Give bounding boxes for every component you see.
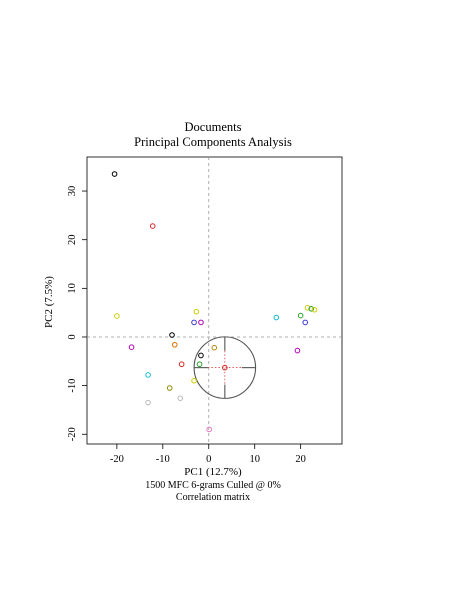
data-point (191, 319, 197, 326)
x-tick-label: -10 (156, 454, 170, 465)
data-point (178, 361, 185, 368)
x-tick-label: -20 (110, 454, 124, 465)
data-point (308, 305, 315, 312)
data-point (128, 344, 135, 350)
data-point (198, 319, 204, 326)
caption-line-1: 1500 MFC 6-grams Culled @ 0% (145, 480, 281, 491)
data-point (273, 314, 280, 321)
data-point (145, 399, 151, 406)
data-point (145, 372, 151, 378)
axes: -20 -10 0 10 20 -20 -10 0 10 20 30 (67, 156, 343, 465)
data-point (311, 306, 318, 313)
chart-title: Documents (185, 120, 242, 134)
y-tick-label: 0 (67, 334, 78, 339)
data-point (149, 223, 156, 229)
data-point (171, 341, 178, 348)
highlight-circle (193, 336, 257, 399)
x-tick-label: 0 (206, 454, 211, 465)
data-point (302, 319, 309, 326)
data-point (169, 332, 175, 338)
data-point (177, 395, 184, 402)
data-point (222, 364, 228, 371)
y-axis-label: PC2 (7.5%) (43, 276, 55, 328)
caption-line-2: Correlation matrix (176, 492, 250, 503)
data-points (111, 171, 318, 433)
data-point (206, 426, 213, 433)
data-point (294, 347, 301, 354)
data-point (198, 352, 204, 359)
data-point (166, 385, 173, 391)
reference-lines (87, 157, 342, 444)
data-point (111, 171, 118, 177)
data-point (304, 304, 311, 311)
data-point (114, 313, 120, 319)
x-axis-label: PC1 (12.7%) (184, 466, 242, 478)
x-tick-label: 20 (295, 454, 306, 465)
data-point (196, 361, 203, 368)
y-tick-label: -20 (67, 427, 78, 441)
chart-subtitle: Principal Components Analysis (134, 135, 292, 149)
y-tick-label: 10 (67, 283, 78, 294)
data-point (211, 344, 218, 351)
data-point (297, 312, 304, 319)
data-point (191, 377, 197, 384)
y-tick-label: -10 (67, 379, 78, 393)
y-tick-label: 30 (67, 186, 78, 197)
y-tick-label: 20 (67, 234, 78, 245)
data-point (193, 308, 200, 315)
plot-frame (86, 156, 343, 445)
x-tick-label: 10 (249, 454, 260, 465)
